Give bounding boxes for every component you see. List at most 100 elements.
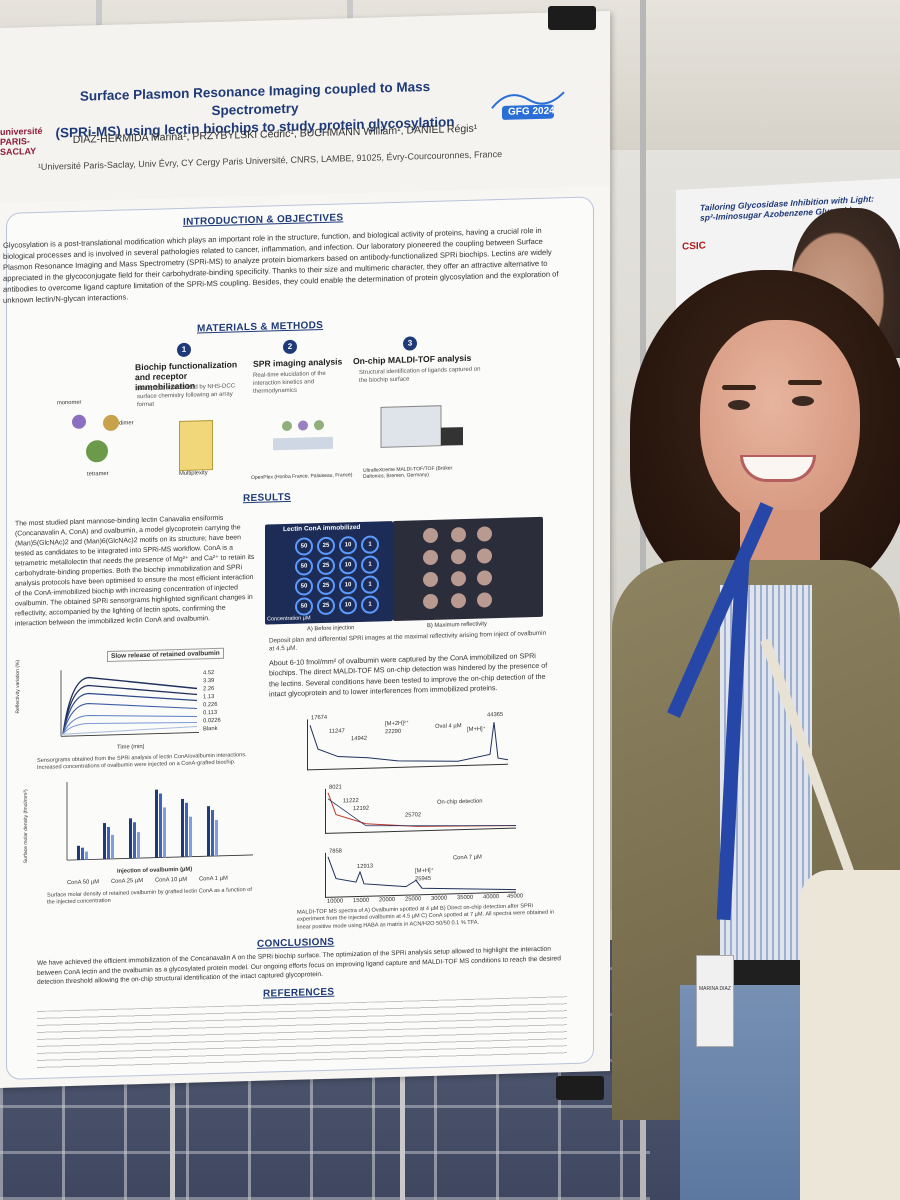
ms-x-tick: 25000	[405, 896, 422, 903]
bar-legend-1: ConA 50 µM	[67, 879, 100, 887]
spr-spot: 25	[317, 596, 335, 616]
poster-content: INTRODUCTION & OBJECTIVES Glycosylation …	[3, 196, 594, 1080]
spr-spot-reflect	[477, 526, 492, 542]
ms-c-label: [M+H]⁺	[415, 867, 434, 875]
gfg-logo: GFG 2024	[488, 82, 568, 132]
label-tetramer: tetramer	[87, 470, 109, 478]
intro-heading: INTRODUCTION & OBJECTIVES	[183, 212, 344, 228]
binder-clip	[548, 6, 596, 30]
spr-spot: 1	[361, 555, 379, 574]
spr-spot: 1	[361, 575, 379, 594]
bar-legend-4: ConA 1 µM	[199, 875, 228, 883]
rack-bar	[400, 1060, 405, 1200]
sensorgram-legend-4: 1.13	[203, 694, 215, 701]
intro-text: Glycosylation is a post-translational mo…	[3, 225, 559, 305]
step-2-title: SPR imaging analysis	[253, 356, 343, 369]
ms-a-label: 11247	[329, 728, 345, 735]
protein-structure-icon	[67, 410, 127, 467]
sensorgram-xlabel: Time (min)	[117, 743, 145, 751]
spr-image-before: Lectin ConA immobilized 50 25 10 1 50 25…	[265, 521, 393, 625]
spr-caption-a: A) Before injection	[307, 625, 355, 633]
spr-spot-reflect	[423, 527, 438, 544]
bar-legend-2: ConA 25 µM	[111, 878, 144, 885]
spr-instrument-icon	[269, 406, 349, 460]
references-list	[37, 996, 567, 1071]
spr-spot: 1	[361, 595, 379, 614]
ms-b-label: 8021	[329, 784, 342, 791]
sensorgram-plot	[49, 662, 199, 744]
results-text: The most studied plant mannose-binding l…	[15, 514, 255, 628]
gfg-logo-text: GFG 2024	[508, 105, 555, 118]
step-3-title: On-chip MALDI-TOF analysis	[353, 352, 472, 367]
person-eyebrow	[788, 380, 822, 385]
label-multiplexity: Multiplexity	[179, 470, 208, 478]
spr-spot: 10	[339, 596, 357, 615]
sensorgram-legend-1: 4.52	[203, 670, 215, 677]
step-2-number: 2	[283, 339, 297, 355]
spr-spot: 1	[361, 535, 379, 554]
ms-c-label: ConA 7 µM	[453, 854, 482, 862]
ms-a-label: Oval 4 µM	[435, 723, 462, 730]
references-heading: REFERENCES	[263, 986, 335, 1000]
person-eyebrow	[722, 385, 756, 390]
spr-spot-reflect	[477, 570, 492, 586]
spr-spot: 25	[317, 556, 335, 576]
person-face	[700, 320, 860, 525]
ms-x-tick: 15000	[353, 897, 370, 905]
sensorgram-legend-7: 0.0226	[203, 717, 221, 725]
csic-logo: CSIC	[682, 240, 706, 253]
binder-clip	[556, 1076, 604, 1100]
label-monomer: monomer	[57, 399, 82, 407]
ms-c-label: 25945	[415, 875, 432, 883]
sensorgram-legend-3: 2.26	[203, 686, 215, 693]
spr-image-after	[393, 516, 543, 622]
step-2-desc: Real-time elucidation of the interaction…	[253, 370, 326, 395]
spr-spot-reflect	[451, 570, 466, 587]
spr-spot-reflect	[451, 526, 466, 543]
step-3-desc: Structural identification of ligands cap…	[359, 366, 481, 384]
ms-x-tick: 20000	[379, 896, 396, 904]
tote-bag	[800, 870, 900, 1200]
ms-x-tick: 45000	[507, 893, 524, 900]
sensorgram-title: Slow release of retained ovalbumin	[107, 647, 224, 663]
spr-spot: 25	[317, 536, 335, 556]
person-eye	[728, 400, 750, 410]
spr-spot: 50	[295, 597, 313, 616]
spr-spot-reflect	[423, 593, 438, 610]
poster: université PARIS-SACLAY Surface Plasmon …	[0, 10, 610, 1088]
step-1-desc: Receptors immobilized by NHS-DCC surface…	[137, 383, 236, 408]
sensorgram-caption: Sensorgrams obtained from the SPRi analy…	[37, 752, 247, 772]
spr-spot-reflect	[423, 571, 438, 588]
name-badge-text: MARINA DIAZ	[699, 986, 731, 992]
bar-legend-3: ConA 10 µM	[155, 876, 188, 884]
ms-spectrum-a	[307, 713, 509, 771]
ms-b-label: On-chip detection	[437, 798, 483, 806]
ms-b-label: 11222	[343, 797, 359, 805]
ms-a-label: 17674	[311, 714, 328, 722]
spr-spot: 10	[339, 576, 357, 595]
step-3-number: 3	[403, 336, 417, 351]
spr-concentration-label: Concentration µM	[267, 615, 311, 623]
bar-caption: Surface molar density of retained ovalbu…	[47, 886, 252, 906]
ms-a-label: 22290	[385, 728, 402, 736]
sensorgram-ylabel: Reflectivity variation (%)	[15, 659, 21, 714]
rack-bar	[170, 1000, 175, 1200]
bar-ylabel: Surface molar density (fmol/mm²)	[23, 789, 29, 864]
label-openplex: OpenPlex (Horiba France, Palaiseau, Fran…	[251, 472, 353, 481]
bar-xlabel: Injection of ovalbumin (µM)	[117, 866, 193, 875]
ms-a-label: [M+2H]²⁺	[385, 720, 409, 728]
spr-spot: 50	[295, 557, 313, 576]
spr-spot-reflect	[477, 548, 492, 564]
ms-spectrum-c	[325, 847, 517, 898]
conclusions-heading: CONCLUSIONS	[257, 936, 335, 950]
ms-spectrum-b	[325, 783, 517, 834]
maldi-instrument-icon	[379, 401, 469, 459]
ms-b-label: 25702	[405, 812, 422, 819]
spr-spot-reflect	[477, 592, 492, 608]
ms-x-tick: 30000	[431, 895, 448, 902]
label-maldi: UltrafleXtreme MALDI-TOF/TOF (Brüker Dal…	[363, 465, 453, 480]
ms-a-label: 14942	[351, 735, 368, 743]
ms-a-label: [M+H]⁺	[467, 726, 486, 733]
biochip-grid-icon	[179, 420, 213, 472]
results-heading: RESULTS	[243, 491, 292, 505]
